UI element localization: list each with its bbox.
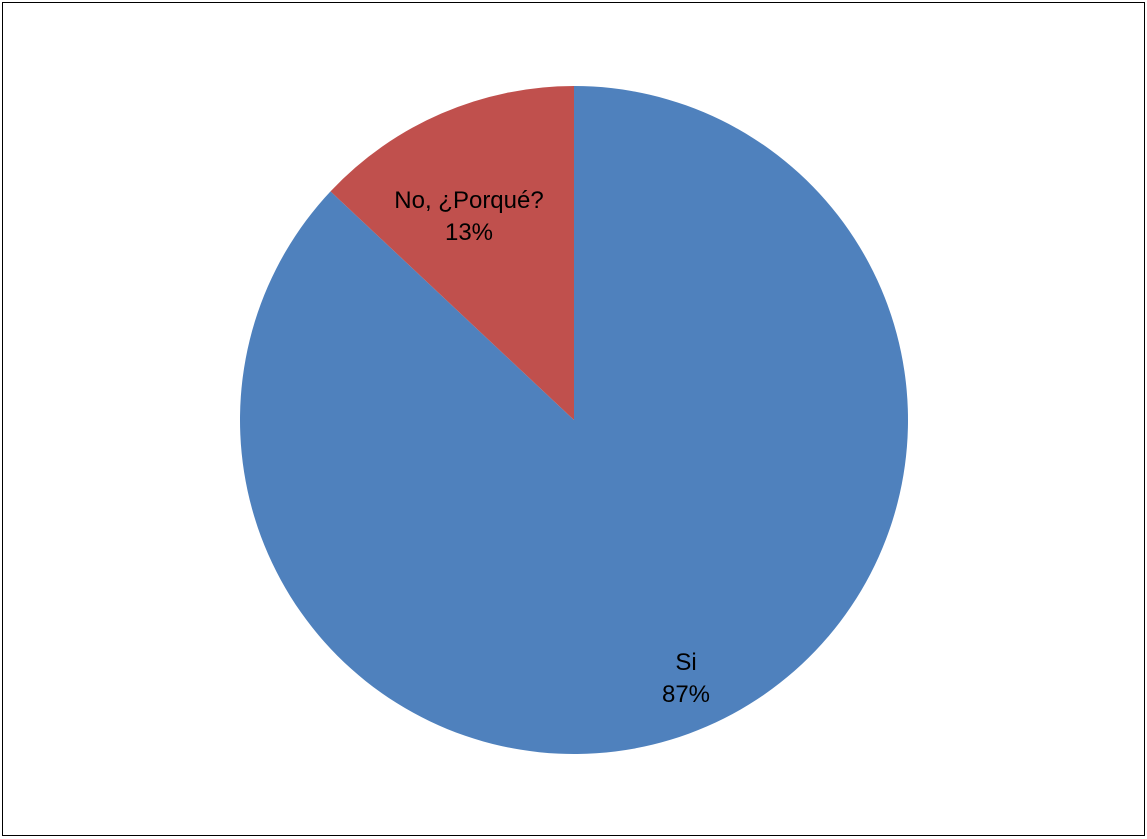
slice-category-label: No, ¿Porqué? [394,187,543,214]
slice-label-si: Si 87% [662,649,710,708]
pie-slices [239,86,908,754]
slice-percent-label: 13% [445,219,493,246]
slice-category-label: Si [675,649,696,676]
pie-data-labels: Si 87% No, ¿Porqué? 13% [394,187,710,708]
pie-slice-no [330,86,574,420]
slice-label-no: No, ¿Porqué? 13% [394,187,543,246]
pie-chart: Si 87% No, ¿Porqué? 13% [239,86,908,754]
slice-percent-label: 87% [662,681,710,708]
